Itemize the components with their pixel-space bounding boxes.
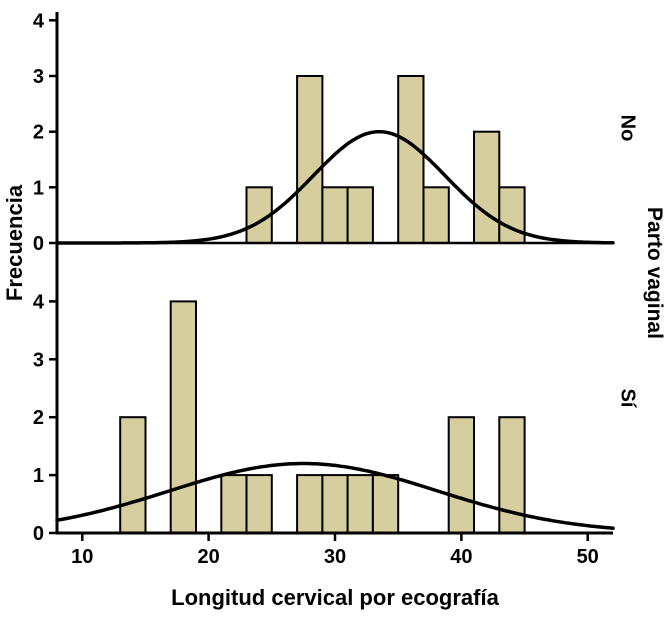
histogram-bar (296, 474, 324, 535)
histogram-bar (473, 130, 501, 244)
x-tick-label: 30 (324, 546, 346, 568)
histogram-bar (397, 75, 425, 244)
histogram-bar (321, 186, 349, 245)
y-tick-label: 1 (33, 177, 44, 199)
histogram-bar (220, 474, 248, 535)
panel-label-si: Sí (616, 388, 639, 408)
y-axis-title: Frecuencia (2, 184, 27, 302)
histogram-bar (245, 474, 273, 535)
histogram-bar (169, 300, 197, 534)
histogram-bar (447, 416, 476, 535)
normal-curve (55, 461, 615, 530)
histogram-bar (346, 186, 374, 245)
x-tick-label: 40 (450, 546, 472, 568)
y-tick-label: 3 (33, 349, 44, 371)
x-tick-label: 20 (197, 546, 219, 568)
panel-axis-title: Parto vaginal (643, 207, 666, 339)
histogram-bar (498, 186, 526, 245)
y-tick-label: 2 (33, 122, 44, 144)
y-tick-label: 0 (33, 233, 44, 255)
x-tick-label: 50 (577, 546, 599, 568)
x-axis-title: Longitud cervical por ecografía (171, 585, 499, 610)
histogram-bar (371, 474, 400, 535)
y-tick-label: 0 (33, 523, 44, 545)
panel-label-no: No (616, 114, 639, 142)
histogram-bar (346, 474, 374, 535)
histogram-bar (321, 474, 349, 535)
y-tick-label: 4 (33, 291, 45, 313)
histogram-bar (119, 416, 147, 535)
y-tick-label: 4 (33, 10, 45, 32)
histogram-bar (296, 75, 324, 244)
y-tick-label: 1 (33, 465, 44, 487)
histogram-bar (422, 186, 450, 245)
y-tick-label: 3 (33, 66, 44, 88)
x-tick-label: 10 (71, 546, 93, 568)
y-tick-label: 2 (33, 407, 44, 429)
